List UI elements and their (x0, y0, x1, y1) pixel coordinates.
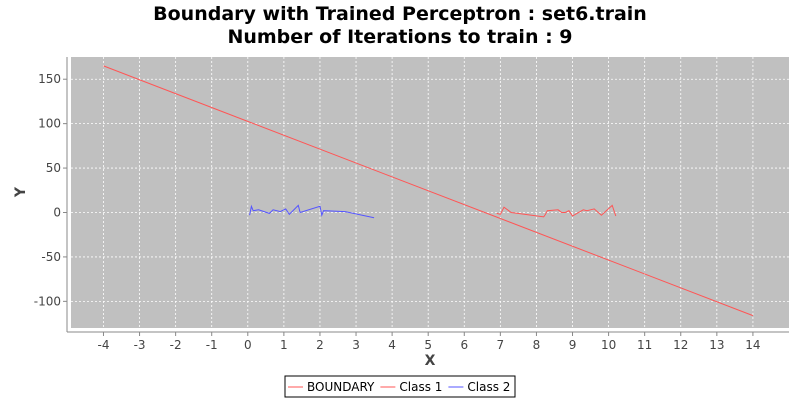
plot-area (71, 57, 789, 328)
series-line-boundary (103, 65, 754, 317)
chart-title-line-1: Boundary with Trained Perceptron : set6.… (153, 3, 647, 25)
x-tick-label: 2 (316, 338, 324, 352)
y-tick-label: -100 (34, 294, 61, 308)
x-tick-label: 14 (745, 338, 760, 352)
y-tick-label: -50 (41, 250, 61, 264)
x-tick-label: 7 (497, 338, 505, 352)
series-line-class-2 (249, 204, 375, 219)
legend: BOUNDARY Class 1 Class 2 (284, 375, 516, 398)
y-tick-label: 100 (38, 117, 61, 131)
x-tick-label: -3 (134, 338, 146, 352)
x-tick-label: -1 (206, 338, 218, 352)
x-tick-label: -2 (170, 338, 182, 352)
x-tick-label: 4 (388, 338, 396, 352)
x-tick-label: -4 (97, 338, 109, 352)
x-tick-label: 1 (280, 338, 288, 352)
y-tick-label: 50 (46, 161, 61, 175)
y-tick-label: 150 (38, 72, 61, 86)
axes: -4 -3 -2 -1 0 1 2 3 4 5 6 7 8 9 10 11 12 13 14-100-5005010… (34, 57, 789, 352)
x-axis-label: X (425, 353, 436, 369)
legend-box (284, 375, 516, 398)
x-tick-label: 3 (352, 338, 360, 352)
legend-label-boundary: BOUNDARY (307, 380, 375, 394)
y-tick-label: 0 (53, 205, 61, 219)
series-layer (103, 65, 754, 317)
x-tick-label: 5 (424, 338, 432, 352)
x-tick-label: 9 (569, 338, 577, 352)
x-tick-label: 11 (637, 338, 652, 352)
legend-label-class-1: Class 1 (399, 380, 442, 394)
y-axis-label: Y (13, 186, 29, 198)
x-tick-label: 12 (673, 338, 688, 352)
x-tick-label: 13 (709, 338, 724, 352)
x-tick-label: 0 (244, 338, 252, 352)
x-tick-label: 6 (460, 338, 468, 352)
chart-title-line-2: Number of Iterations to train : 9 (227, 26, 572, 48)
x-tick-label: 8 (533, 338, 541, 352)
x-tick-label: 10 (601, 338, 616, 352)
series-line-class-1 (496, 204, 617, 218)
legend-label-class-2: Class 2 (467, 380, 510, 394)
grid-lines (71, 57, 789, 328)
